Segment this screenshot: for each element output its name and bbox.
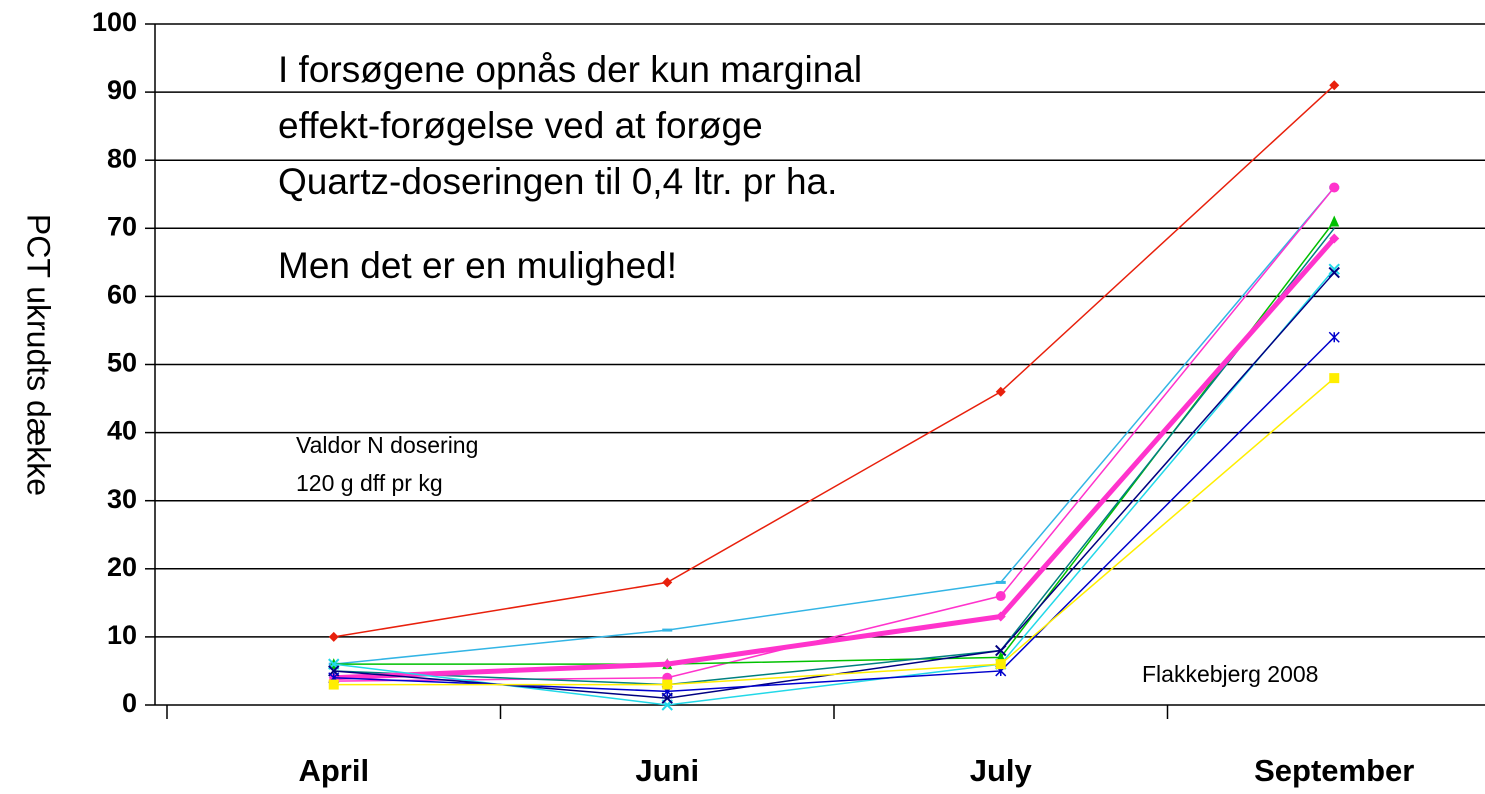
x-tick-label: September xyxy=(1254,753,1414,788)
marker xyxy=(995,611,1006,622)
marker xyxy=(662,679,673,690)
series-line xyxy=(333,272,1335,699)
annotation: Quartz-doseringen til 0,4 ltr. pr ha. xyxy=(278,161,837,202)
marker xyxy=(662,659,673,670)
series-line xyxy=(333,84,1335,638)
y-tick-label: 60 xyxy=(107,280,137,310)
annotation: effekt-forøgelse ved at forøge xyxy=(278,105,763,146)
annotation: Flakkebjerg 2008 xyxy=(1142,661,1318,687)
y-tick-label: 20 xyxy=(107,552,137,582)
marker xyxy=(662,577,673,588)
y-tick-label: 30 xyxy=(107,484,137,514)
marker xyxy=(995,386,1006,397)
marker xyxy=(995,659,1006,670)
marker xyxy=(995,644,1007,657)
x-tick-label: July xyxy=(970,753,1033,788)
marker xyxy=(328,679,339,690)
annotation: I forsøgene opnås der kun marginal xyxy=(278,49,862,90)
y-tick-label: 90 xyxy=(107,75,137,105)
annotation: Valdor N dosering xyxy=(296,432,478,458)
x-tick-label: April xyxy=(298,753,369,788)
marker xyxy=(1329,215,1340,227)
y-tick-label: 50 xyxy=(107,348,137,378)
series-line xyxy=(333,227,1335,686)
y-tick-label: 80 xyxy=(107,143,137,173)
marker xyxy=(1328,266,1340,279)
series-line xyxy=(333,377,1335,686)
y-tick-label: 40 xyxy=(107,416,137,446)
marker xyxy=(1329,182,1340,193)
marker xyxy=(995,591,1006,602)
series-line xyxy=(333,236,1337,681)
y-tick-label: 0 xyxy=(122,688,137,718)
marker xyxy=(328,631,339,642)
annotation: Men det er en mulighed! xyxy=(278,245,677,286)
annotation: 120 g dff pr kg xyxy=(296,470,443,496)
y-tick-label: 10 xyxy=(107,620,137,650)
marker xyxy=(1329,233,1340,244)
y-axis-label: PCT ukrudts dække xyxy=(21,214,57,496)
x-tick-label: Juni xyxy=(635,753,699,788)
marker xyxy=(1328,263,1340,275)
series-line xyxy=(333,186,1335,665)
marker xyxy=(1328,331,1340,343)
marker xyxy=(1329,373,1340,384)
y-tick-label: 70 xyxy=(107,211,137,241)
series-line xyxy=(333,186,1335,682)
marker xyxy=(1329,80,1340,91)
y-tick-label: 100 xyxy=(92,7,137,37)
